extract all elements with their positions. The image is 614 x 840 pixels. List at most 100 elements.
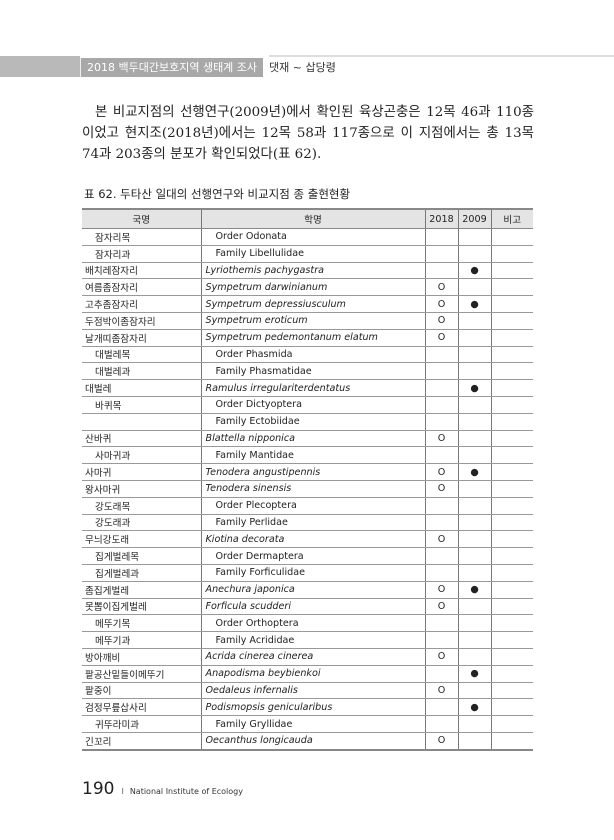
remarks-cell [490,362,533,381]
record-2018-cell [424,413,458,431]
record-2018-cell [424,446,458,465]
record-2009-cell [457,631,491,649]
table-row: 메뚜기과 Family Acrididae [82,631,533,649]
record-2018-cell [424,514,458,532]
record-2009-cell: ● [457,262,491,280]
remarks-cell [490,698,533,717]
table-row: 대벌레 Ramulus irregulariterdentatus ● [82,379,533,397]
remarks-cell [490,581,533,599]
record-2009-cell [457,413,491,431]
record-2018-cell: O [424,430,458,448]
record-2009-cell [457,648,491,666]
scientific-name-cell: Family Ectobiidae [200,413,425,431]
scientific-name-cell: Family Acrididae [200,631,425,649]
col-remarks: 비고 [490,208,533,229]
record-2009-cell [457,278,491,297]
scientific-name-cell: Family Perlidae [200,514,425,532]
table-row: Family Ectobiidae [82,413,533,431]
remarks-cell [490,245,533,263]
record-2018-cell [424,547,458,565]
korean-name-cell: 팥중이 [82,682,201,700]
table-row: 사마귀과 Family Mantidae [82,446,533,465]
table-row: 여름좀잠자리 Sympetrum darwinianum O [82,278,533,297]
record-2009-cell [457,682,491,700]
korean-name-cell: 대벌레 [82,379,201,397]
remarks-cell [490,346,533,364]
korean-name-cell: 고추좀잠자리 [82,295,201,313]
scientific-name-cell: Podismopsis genicularibus [200,698,425,717]
korean-name-cell: 못뽑이집게벌레 [82,598,201,616]
scientific-name-cell: Sympetrum darwinianum [200,278,425,297]
table-row: 팥공산밑들이메뚜기 Anapodisma beybienkoi ● [82,665,533,683]
record-2018-cell [424,631,458,649]
scientific-name-cell: Order Orthoptera [200,614,425,633]
scientific-name-cell: Family Phasmatidae [200,362,425,381]
record-2018-cell [424,245,458,263]
table-row: 긴꼬리 Oecanthus longicauda O [82,732,533,751]
korean-name-cell: 배치레잠자리 [82,262,201,280]
remarks-cell [490,614,533,633]
remarks-cell [490,564,533,582]
record-2009-cell [457,396,491,414]
korean-name-cell: 사마귀 [82,463,201,481]
table-row: 방아깨비 Acrida cinerea cinerea O [82,648,533,666]
scientific-name-cell: Anechura japonica [200,581,425,599]
korean-name-cell [82,413,201,431]
korean-name-cell: 바퀴목 [82,396,201,414]
col-2018: 2018 [424,208,458,229]
record-2018-cell: O [424,329,458,347]
korean-name-cell: 팥공산밑들이메뚜기 [82,665,201,683]
remarks-cell [490,295,533,313]
korean-name-cell: 산바퀴 [82,430,201,448]
table-row: 대벌레목 Order Phasmida [82,346,533,364]
col-korean-name: 국명 [82,208,201,229]
record-2018-cell [424,497,458,515]
record-2018-cell: O [424,732,458,751]
scientific-name-cell: Family Mantidae [200,446,425,465]
header-title: 2018 백두대간보호지역 생태계 조사 [80,58,264,77]
remarks-cell [490,598,533,616]
record-2009-cell [457,329,491,347]
korean-name-cell: 좀집게벌레 [82,581,201,599]
table-row: 집게벌레목 Order Dermaptera [82,547,533,565]
record-2018-cell: O [424,581,458,599]
record-2009-cell [457,497,491,515]
record-2009-cell [457,245,491,263]
record-2018-cell [424,346,458,364]
korean-name-cell: 메뚜기목 [82,614,201,633]
remarks-cell [490,648,533,666]
table-caption: 표 62. 두타산 일대의 선행연구와 비교지점 종 출현현황 [84,187,351,201]
record-2018-cell: O [424,480,458,498]
scientific-name-cell: Order Phasmida [200,346,425,364]
remarks-cell [490,278,533,297]
page-number: 190 [82,779,115,799]
body-paragraph: 본 비교지점의 선행연구(2009년)에서 확인된 육상곤충은 12목 46과 … [82,105,534,162]
remarks-cell [490,446,533,465]
korean-name-cell: 귀뚜라미과 [82,715,201,733]
table-row: 잠자리목 Order Odonata [82,228,533,246]
table-row: 고추좀잠자리 Sympetrum depressiusculum O ● [82,295,533,313]
record-2009-cell [457,732,491,751]
korean-name-cell: 대벌레목 [82,346,201,364]
korean-name-cell: 두점박이좀잠자리 [82,312,201,330]
footer-separator: I [121,787,124,796]
scientific-name-cell: Oedaleus infernalis [200,682,425,700]
remarks-cell [490,262,533,280]
remarks-cell [490,682,533,700]
scientific-name-cell: Forficula scudderi [200,598,425,616]
record-2018-cell [424,564,458,582]
record-2009-cell [457,312,491,330]
record-2009-cell [457,362,491,381]
remarks-cell [490,228,533,246]
korean-name-cell: 잠자리과 [82,245,201,263]
remarks-cell [490,430,533,448]
table-row: 바퀴목 Order Dictyoptera [82,396,533,414]
korean-name-cell: 강도래과 [82,514,201,532]
table-row: 검정무릎삽사리 Podismopsis genicularibus ● [82,698,533,717]
table-row: 배치레잠자리 Lyriothemis pachygastra ● [82,262,533,280]
korean-name-cell: 왕사마귀 [82,480,201,498]
record-2018-cell: O [424,530,458,549]
table-row: 팥중이 Oedaleus infernalis O [82,682,533,700]
korean-name-cell: 집게벌레목 [82,547,201,565]
record-2009-cell: ● [457,581,491,599]
